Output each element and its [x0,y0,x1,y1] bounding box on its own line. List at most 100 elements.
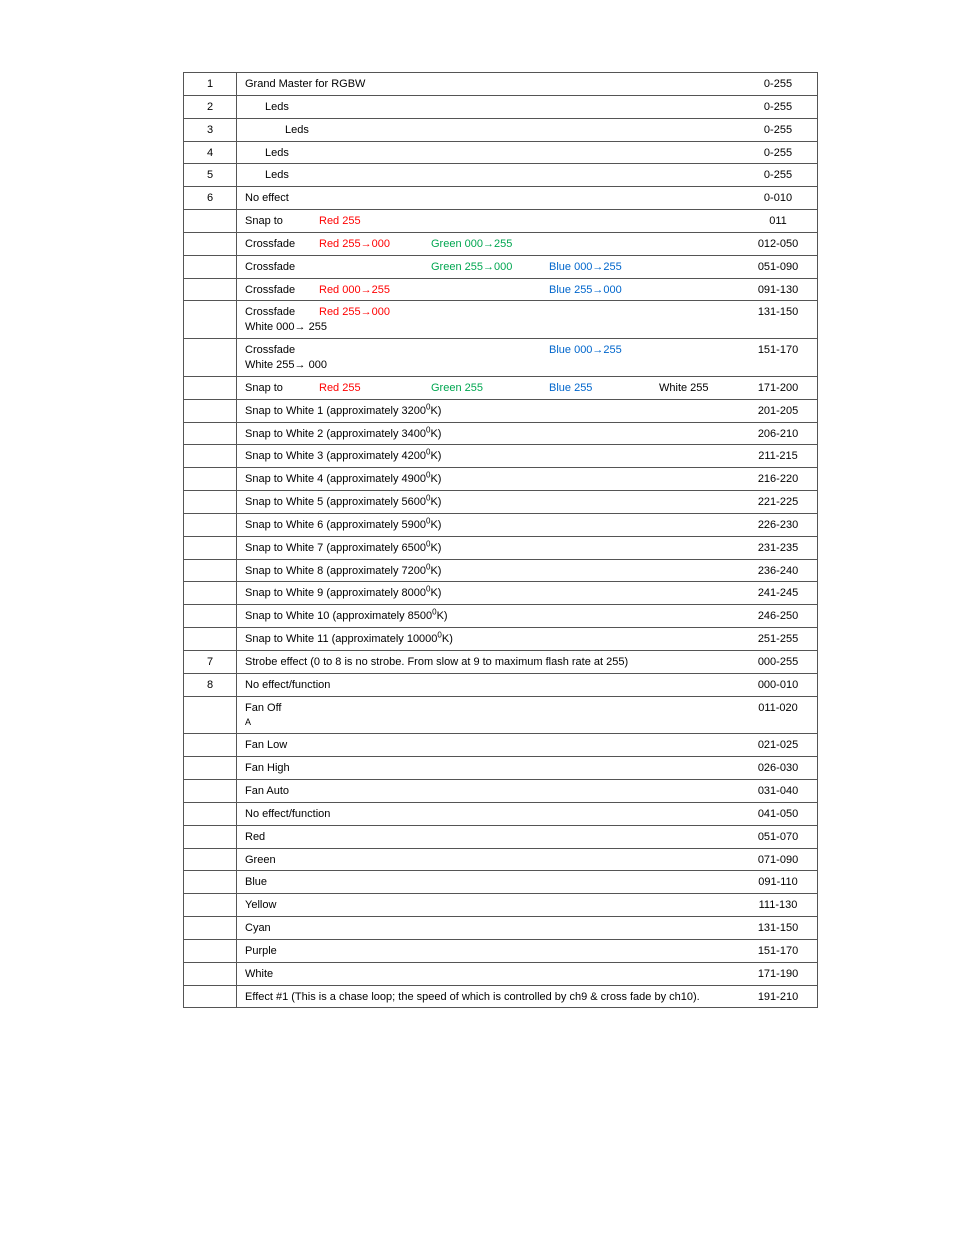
value-cell: 206-210 [739,422,818,445]
value-cell: 246-250 [739,605,818,628]
channel-cell: 6 [184,187,237,210]
action-label: Crossfade [245,343,319,358]
description-cell: Grand Master for RGBW [237,73,740,96]
description-cell: Effect #1 (This is a chase loop; the spe… [237,985,740,1008]
table-row: 2Leds0-255 [184,95,818,118]
table-row: Green071-090 [184,848,818,871]
channel-cell [184,232,237,255]
description-cell: Fan Low [237,734,740,757]
value-cell: 051-090 [739,255,818,278]
description-text: Effect #1 (This is a chase loop; the spe… [245,991,700,1003]
red-segment: Red 255 [319,381,431,396]
description-cell: No effect/function [237,673,740,696]
channel-cell [184,894,237,917]
red-segment: Red 000→255 [319,283,431,298]
channel-cell [184,513,237,536]
channel-cell [184,825,237,848]
description-cell: Fan High [237,757,740,780]
value-cell: 201-205 [739,399,818,422]
white-preset-label: Snap to White 8 (approximately 72000K) [245,565,441,577]
white-segment: White 255→ 000 [245,358,327,373]
degree-superscript: 0 [426,425,430,434]
value-cell: 041-050 [739,802,818,825]
table-row: Yellow111-130 [184,894,818,917]
white-preset-label: Snap to White 9 (approximately 80000K) [245,587,441,599]
table-row: Snap to White 3 (approximately 42000K)21… [184,445,818,468]
table-row: Cyan131-150 [184,917,818,940]
table-row: CrossfadeGreen 255→000Blue 000→255051-09… [184,255,818,278]
value-cell: 131-150 [739,301,818,339]
channel-cell [184,871,237,894]
description-cell: Fan OffA [237,696,740,734]
description-cell: Snap to White 7 (approximately 65000K) [237,536,740,559]
value-cell: 241-245 [739,582,818,605]
table-row: Snap to White 11 (approximately 100000K)… [184,628,818,651]
value-cell: 021-025 [739,734,818,757]
description-cell: Snap to White 10 (approximately 85000K) [237,605,740,628]
description-cell: Snap to White 5 (approximately 56000K) [237,491,740,514]
channel-cell [184,339,237,377]
channel-cell: 7 [184,650,237,673]
channel-cell: 1 [184,73,237,96]
value-cell: 0-255 [739,118,818,141]
description-text: Leds [265,147,289,159]
table-row: CrossfadeBlue 000→255White 255→ 000151-1… [184,339,818,377]
white-segment: White 000→ 255 [245,320,327,335]
description-text: Leds [265,169,289,181]
table-row: 5Leds0-255 [184,164,818,187]
blue-segment: Blue 000→255 [549,260,659,275]
degree-superscript: 0 [426,585,430,594]
value-cell: 151-170 [739,939,818,962]
degree-superscript: 0 [426,402,430,411]
table-row: Fan Low021-025 [184,734,818,757]
channel-cell [184,757,237,780]
description-text: Strobe effect (0 to 8 is no strobe. From… [245,656,628,668]
value-cell: 216-220 [739,468,818,491]
description-cell: Snap to White 11 (approximately 100000K) [237,628,740,651]
degree-superscript: 0 [426,448,430,457]
description-cell: Snap to White 6 (approximately 59000K) [237,513,740,536]
channel-cell [184,491,237,514]
degree-superscript: 0 [432,608,436,617]
channel-cell [184,696,237,734]
table-row: 8No effect/function000-010 [184,673,818,696]
channel-cell [184,376,237,399]
value-cell: 0-255 [739,141,818,164]
description-text: No effect [245,192,289,204]
description-text: Leds [285,124,309,136]
description-cell: Snap to White 4 (approximately 49000K) [237,468,740,491]
description-cell: Red [237,825,740,848]
channel-cell [184,962,237,985]
channel-cell [184,468,237,491]
description-text: Purple [245,945,277,957]
table-row: CrossfadeRed 000→255Blue 255→000091-130 [184,278,818,301]
description-text: Leds [265,101,289,113]
value-cell: 091-110 [739,871,818,894]
value-cell: 251-255 [739,628,818,651]
green-segment: Green 000→255 [431,237,549,252]
channel-cell [184,210,237,233]
degree-superscript: 0 [426,539,430,548]
description-text: Grand Master for RGBW [245,78,365,90]
table-row: CrossfadeRed 255→000White 000→ 255131-15… [184,301,818,339]
description-cell: Leds [237,95,740,118]
value-cell: 211-215 [739,445,818,468]
table-row: Snap to White 1 (approximately 32000K)20… [184,399,818,422]
description-cell: No effect [237,187,740,210]
description-cell: CrossfadeRed 000→255Blue 255→000 [237,278,740,301]
description-cell: White [237,962,740,985]
description-cell: CrossfadeBlue 000→255White 255→ 000 [237,339,740,377]
degree-superscript: 0 [426,471,430,480]
white-preset-label: Snap to White 11 (approximately 100000K) [245,633,453,645]
value-cell: 151-170 [739,339,818,377]
description-text: Cyan [245,922,271,934]
table-row: 3Leds0-255 [184,118,818,141]
table-row: Purple 151-170 [184,939,818,962]
description-text: Yellow [245,899,276,911]
white-preset-label: Snap to White 6 (approximately 59000K) [245,519,441,531]
table-row: Snap to White 6 (approximately 59000K)22… [184,513,818,536]
degree-superscript: 0 [426,516,430,525]
description-cell: Snap toRed 255Green 255Blue 255White 255 [237,376,740,399]
channel-cell [184,399,237,422]
value-cell: 171-190 [739,962,818,985]
